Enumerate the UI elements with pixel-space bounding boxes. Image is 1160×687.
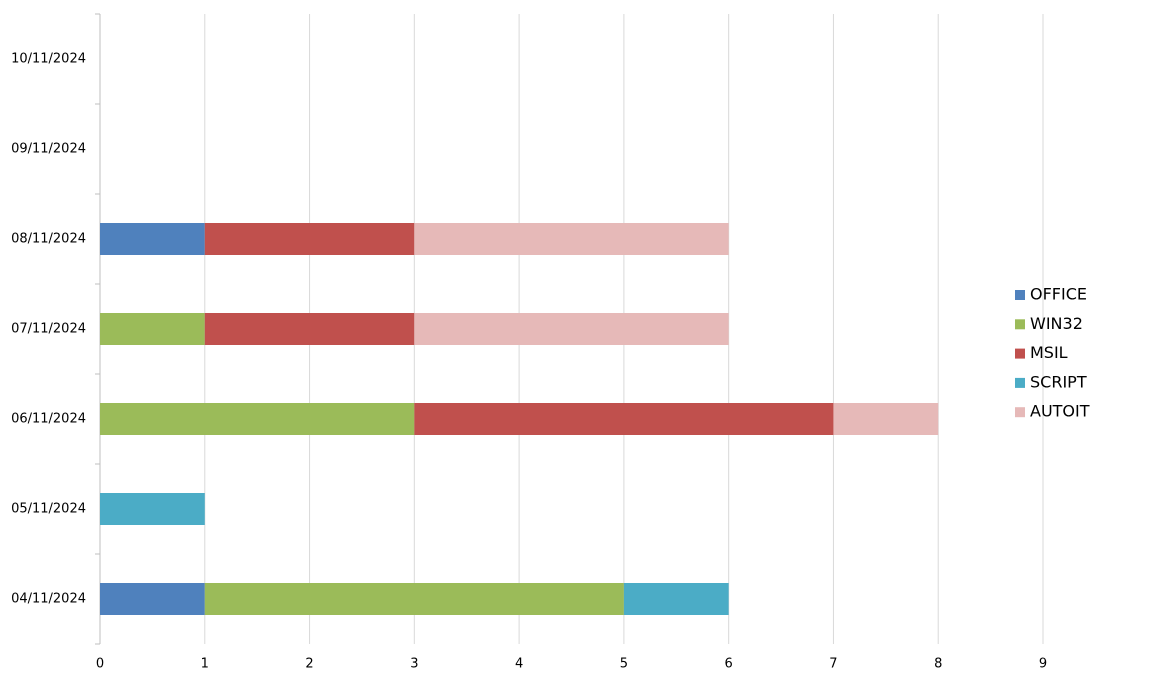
legend-swatch xyxy=(1015,290,1025,300)
bar-segment xyxy=(204,583,624,615)
y-tick-label: 09/11/2024 xyxy=(11,142,86,157)
bar-segment xyxy=(204,313,415,345)
x-tick-label: 0 xyxy=(96,657,104,672)
bar-segment xyxy=(204,223,415,255)
legend-label: MSIL xyxy=(1030,343,1068,362)
bar-segment xyxy=(414,403,834,435)
bar-segment xyxy=(623,583,729,615)
bar-segment xyxy=(100,403,415,435)
x-tick-label: 8 xyxy=(934,657,942,672)
y-tick-label: 08/11/2024 xyxy=(11,232,86,247)
y-tick-label: 05/11/2024 xyxy=(11,502,86,517)
legend-label: SCRIPT xyxy=(1030,372,1087,391)
x-tick-label: 6 xyxy=(725,657,733,672)
bar-segment xyxy=(100,493,205,525)
legend-swatch xyxy=(1015,377,1025,388)
x-tick-label: 1 xyxy=(201,657,209,672)
legend-swatch xyxy=(1015,348,1025,359)
legend-label: AUTOIT xyxy=(1030,402,1090,421)
x-tick-label: 7 xyxy=(829,657,837,672)
legend-label: OFFICE xyxy=(1030,285,1087,304)
legend-label: WIN32 xyxy=(1030,314,1083,333)
y-tick-label: 07/11/2024 xyxy=(11,322,86,337)
y-tick-label: 04/11/2024 xyxy=(11,592,86,607)
bar-segment xyxy=(100,223,205,255)
x-tick-label: 3 xyxy=(410,657,418,672)
y-tick-label: 10/11/2024 xyxy=(11,52,86,67)
legend: OFFICE WIN32 MSIL SCRIPT AUTOIT xyxy=(1015,285,1090,421)
legend-swatch xyxy=(1015,407,1025,418)
bar-segment xyxy=(100,583,205,615)
x-tick-label: 5 xyxy=(620,657,628,672)
bar-segment xyxy=(414,313,729,345)
x-tick-label: 2 xyxy=(305,657,313,672)
x-tick-label: 4 xyxy=(515,657,523,672)
x-tick-label: 9 xyxy=(1039,657,1047,672)
y-tick-label: 06/11/2024 xyxy=(11,412,86,427)
bar-segment xyxy=(414,223,729,255)
bar-segment xyxy=(833,403,939,435)
legend-swatch xyxy=(1015,319,1025,330)
bar-segment xyxy=(100,313,205,345)
